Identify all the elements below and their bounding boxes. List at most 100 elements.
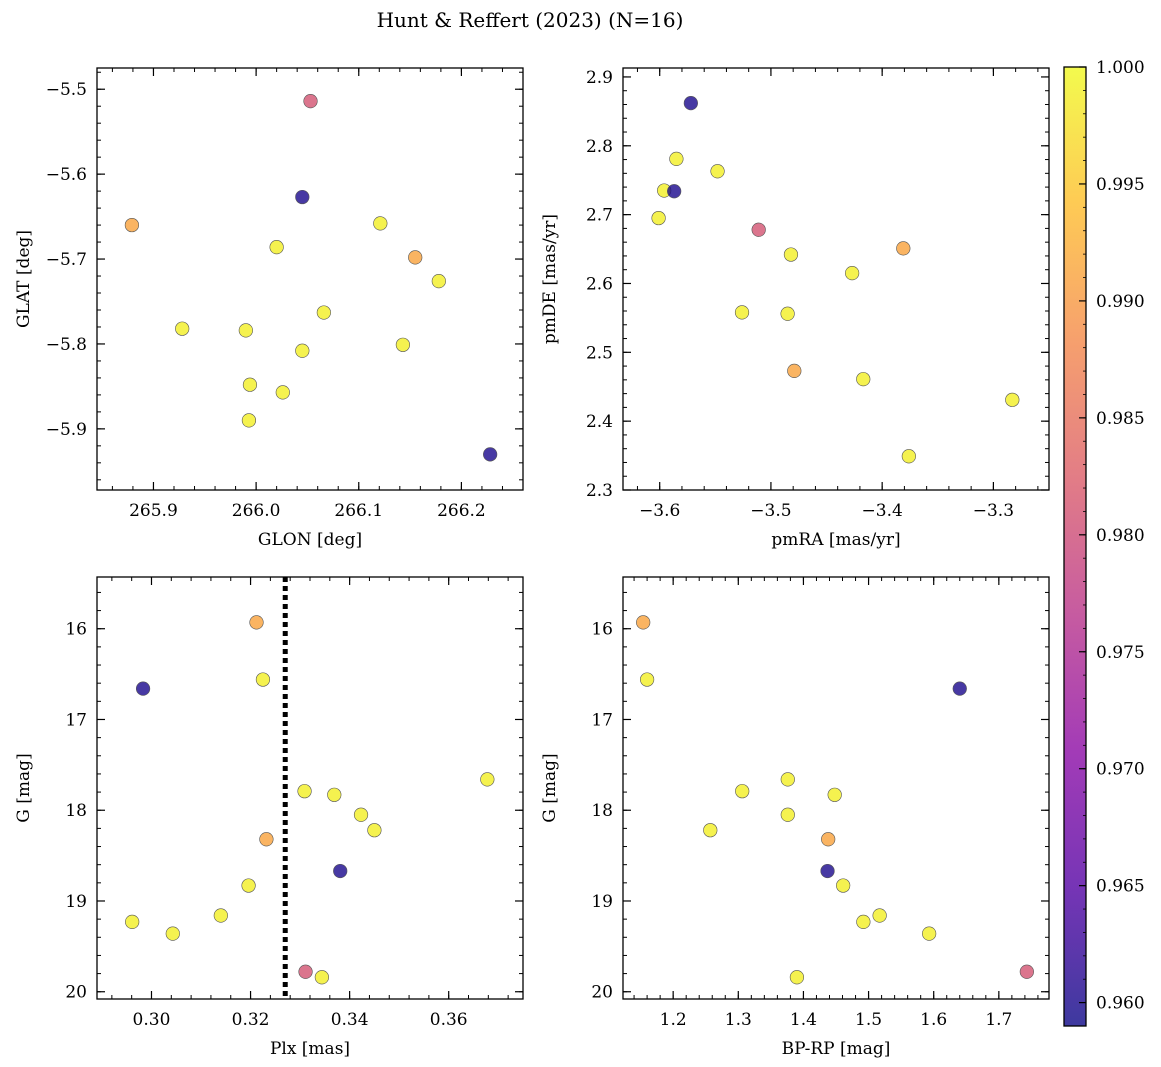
x-tick-label: 266.2 xyxy=(437,501,486,521)
scatter-point xyxy=(213,908,228,923)
y-axis-label: G [mag] xyxy=(540,753,560,822)
y-tick-label: 20 xyxy=(591,983,613,1003)
colorbar-tick-label: 0.985 xyxy=(1096,409,1145,429)
scatter-point xyxy=(373,216,388,231)
scatter-point xyxy=(735,784,750,799)
x-tick-label: −3.6 xyxy=(639,501,680,521)
scatter-point xyxy=(259,832,274,847)
y-tick-label: 2.9 xyxy=(586,68,613,88)
y-axis-label: pmDE [mas/yr] xyxy=(540,214,560,344)
scatter-point xyxy=(901,449,916,464)
points-plx-g xyxy=(125,615,495,985)
scatter-point xyxy=(165,926,180,941)
scatter-point xyxy=(255,672,271,687)
y-tick-label: 2.4 xyxy=(586,412,613,432)
scatter-point xyxy=(175,321,190,336)
y-tick-label: −5.9 xyxy=(46,420,87,440)
scatter-point xyxy=(683,96,698,111)
y-tick-label: 2.6 xyxy=(586,274,613,294)
axes-frame xyxy=(96,67,524,491)
scatter-point xyxy=(295,343,310,358)
scatter-point xyxy=(275,385,290,400)
y-tick-label: 19 xyxy=(65,892,87,912)
scatter-point xyxy=(316,305,331,320)
scatter-point xyxy=(789,970,805,985)
x-axis-label: Plx [mas] xyxy=(270,1039,350,1059)
x-tick-label: 265.9 xyxy=(129,501,178,521)
colorbar-tick-label: 0.975 xyxy=(1096,643,1145,663)
y-tick-label: 19 xyxy=(591,892,613,912)
scatter-point xyxy=(269,240,284,255)
scatter-point xyxy=(297,784,312,799)
x-tick-label: 266.1 xyxy=(334,501,383,521)
x-tick-label: 1.6 xyxy=(920,1010,947,1030)
ticks-glon-glat: 265.9 266.0 266.1 266.2 −5.5 −5.6 −5.7 −5.8 −5.9 xyxy=(46,68,524,521)
scatter-point xyxy=(821,832,836,847)
scatter-point xyxy=(314,970,329,985)
scatter-point xyxy=(303,94,318,109)
scatter-point xyxy=(703,823,718,838)
x-tick-label: 0.34 xyxy=(331,1010,369,1030)
figure-title: Hunt & Reffert (2023) (N=16) xyxy=(377,8,684,32)
y-tick-label: 2.8 xyxy=(586,137,613,157)
scatter-point xyxy=(872,908,887,923)
scatter-point xyxy=(734,305,750,320)
scatter-point xyxy=(395,337,410,352)
colorbar-tick-label: 0.960 xyxy=(1096,994,1145,1014)
scatter-point xyxy=(845,266,860,281)
colorbar-tick-label: 0.995 xyxy=(1096,175,1145,195)
axes-frame xyxy=(622,67,1050,491)
scatter-point xyxy=(751,222,766,237)
scatter-point xyxy=(480,772,495,787)
x-tick-label: 0.30 xyxy=(133,1010,171,1030)
ticks-pmra-pmde: −3.6 −3.5 −3.4 −3.3 2.3 2.4 2.5 2.6 2.7 2.8 2.9 xyxy=(586,68,1049,521)
scatter-point xyxy=(783,247,799,262)
scatter-point xyxy=(298,964,313,979)
y-axis-label: G [mag] xyxy=(14,753,34,822)
scatter-point xyxy=(667,184,682,199)
y-axis-label: GLAT [deg] xyxy=(14,230,34,328)
points-pmra-pmde xyxy=(651,96,1020,464)
y-tick-label: 2.3 xyxy=(586,481,613,501)
scatter-point xyxy=(1005,392,1020,407)
scatter-point xyxy=(238,323,253,338)
scatter-point xyxy=(827,787,842,802)
scatter-point xyxy=(124,217,140,233)
y-tick-label: 17 xyxy=(65,710,87,730)
points-bprp-g xyxy=(636,615,1034,985)
colorbar-tick-label: 0.980 xyxy=(1096,526,1145,546)
panels: 265.9 266.0 266.1 266.2 −5.5 −5.6 −5.7 −5.8 −5.9… xyxy=(14,67,1050,1059)
panel-pmra-pmde: −3.6 −3.5 −3.4 −3.3 2.3 2.4 2.5 2.6 2.7 2.8 2.9 pmR… xyxy=(540,67,1050,550)
colorbar-fill xyxy=(1064,67,1086,1026)
colorbar-tick-label: 0.965 xyxy=(1096,877,1145,897)
colorbar-tick-label: 0.990 xyxy=(1096,292,1145,312)
x-axis-label: pmRA [mas/yr] xyxy=(771,530,900,550)
panel-glon-glat: 265.9 266.0 266.1 266.2 −5.5 −5.6 −5.7 −5.8 −5.9… xyxy=(14,67,524,550)
x-tick-label: −3.3 xyxy=(973,501,1014,521)
points-glon-glat xyxy=(124,94,498,462)
y-tick-label: 20 xyxy=(65,983,87,1003)
scatter-point xyxy=(241,413,257,428)
colorbar-tick-label: 1.000 xyxy=(1096,58,1145,78)
panel-bprp-g: 1.2 1.3 1.4 1.5 1.6 1.7 16 17 18 19 20 BP-RP [mag] G… xyxy=(540,576,1050,1059)
scatter-point xyxy=(1019,964,1034,979)
y-tick-label: 16 xyxy=(591,620,613,640)
scatter-point xyxy=(780,807,795,822)
scatter-point xyxy=(135,681,151,696)
panel-plx-g: 0.30 0.32 0.34 0.36 16 17 18 19 20 Plx [mas] G [ma… xyxy=(14,576,524,1059)
scatter-point xyxy=(242,377,258,392)
axes-frame xyxy=(96,576,524,1000)
scatter-point xyxy=(327,787,342,802)
colorbar: 0.960 0.965 0.970 0.975 0.980 0.985 0.990 0.995… xyxy=(1063,58,1145,1027)
scatter-point xyxy=(787,363,802,379)
y-tick-label: 16 xyxy=(65,620,87,640)
x-tick-label: 266.0 xyxy=(232,501,281,521)
y-tick-label: 18 xyxy=(591,801,613,821)
ticks-plx-g: 0.30 0.32 0.34 0.36 16 17 18 19 20 xyxy=(65,577,523,1030)
scatter-point xyxy=(241,878,256,893)
scatter-point xyxy=(367,823,382,838)
scatter-point xyxy=(780,306,795,321)
scatter-point xyxy=(483,447,498,462)
x-tick-label: 1.5 xyxy=(855,1010,882,1030)
